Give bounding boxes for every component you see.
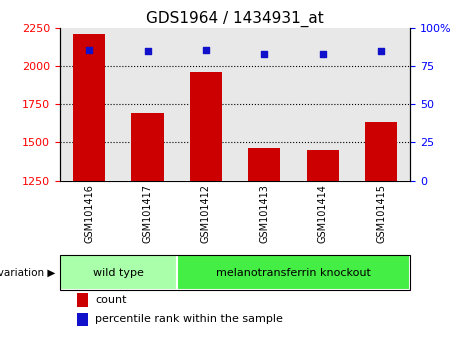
Point — [202, 47, 210, 52]
Text: GSM101415: GSM101415 — [376, 184, 386, 243]
Text: melanotransferrin knockout: melanotransferrin knockout — [216, 268, 371, 278]
Text: percentile rank within the sample: percentile rank within the sample — [95, 314, 283, 325]
Point — [260, 51, 268, 57]
Text: genotype/variation ▶: genotype/variation ▶ — [0, 268, 55, 278]
Point — [319, 51, 326, 57]
Bar — [131, 113, 164, 181]
Text: GSM101417: GSM101417 — [142, 184, 153, 243]
Bar — [307, 150, 339, 181]
Text: GSM101416: GSM101416 — [84, 184, 94, 243]
Point — [85, 47, 93, 52]
Bar — [190, 73, 222, 181]
Point — [378, 48, 385, 54]
Bar — [77, 313, 88, 326]
Bar — [77, 293, 88, 307]
Point — [144, 48, 151, 54]
Text: GSM101414: GSM101414 — [318, 184, 328, 243]
Text: GSM101412: GSM101412 — [201, 184, 211, 243]
Text: GSM101413: GSM101413 — [259, 184, 269, 243]
Text: count: count — [95, 295, 126, 305]
Bar — [60, 255, 177, 290]
Bar — [365, 122, 397, 181]
Bar — [177, 255, 410, 290]
Text: wild type: wild type — [93, 268, 144, 278]
Title: GDS1964 / 1434931_at: GDS1964 / 1434931_at — [146, 11, 324, 27]
Bar — [73, 34, 105, 181]
Bar — [248, 148, 280, 181]
